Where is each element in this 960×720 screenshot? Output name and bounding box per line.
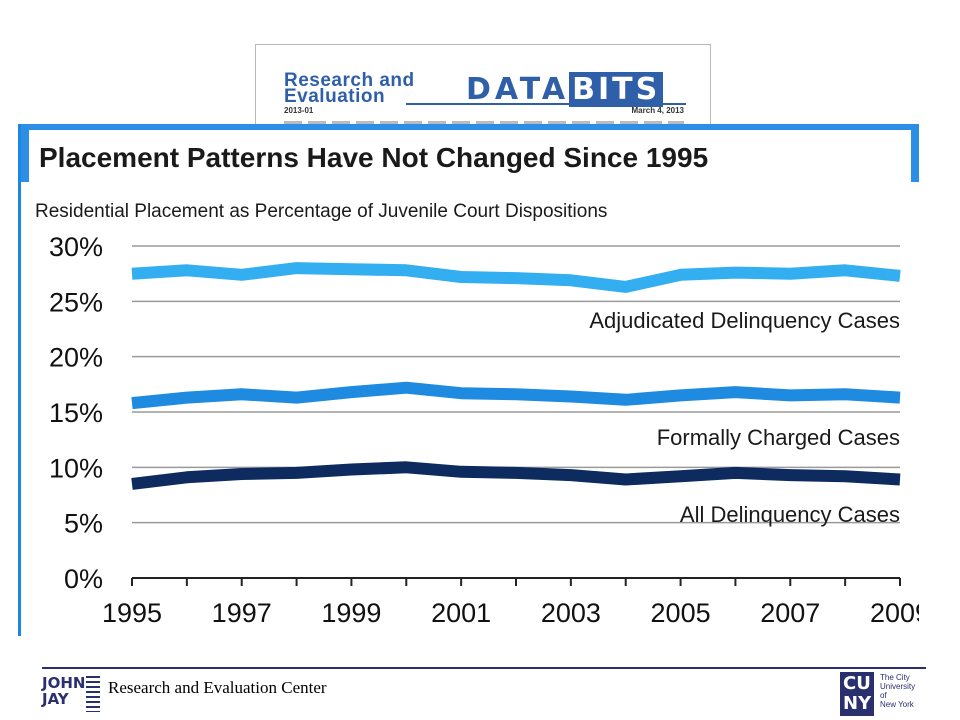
x-tick-label-1995: 1995 <box>102 598 162 628</box>
y-tick-label-10: 10% <box>49 453 103 483</box>
jj-logo-line1: JOHN <box>42 674 86 692</box>
y-tick-label-20: 20% <box>49 343 103 373</box>
databits-date: March 4, 2013 <box>631 106 684 115</box>
databits-title-line1: Research and <box>284 70 415 91</box>
databits-logo: DATA BITS <box>466 72 664 107</box>
series-label-1: Formally Charged Cases <box>657 425 900 450</box>
series-lines <box>131 262 901 490</box>
cuny-word-2: University <box>880 682 916 691</box>
cuny-logo: CU NY The City University of New York <box>840 672 930 716</box>
gridlines <box>132 245 900 524</box>
series-line-2 <box>131 461 901 490</box>
x-tick-label-2009: 2009 <box>870 598 919 628</box>
y-tick-label-30: 30% <box>49 232 103 262</box>
title-banner: Placement Patterns Have Not Changed Sinc… <box>21 124 919 184</box>
series-line-1 <box>131 381 901 410</box>
cuny-mark-line1: CU <box>843 673 871 694</box>
x-tick-label-2007: 2007 <box>760 598 820 628</box>
axes <box>131 577 901 586</box>
john-jay-logo: JOHN JAY <box>42 674 100 714</box>
x-tick-label-1999: 1999 <box>321 598 381 628</box>
series-label-2: All Delinquency Cases <box>680 502 900 527</box>
y-tick-label-25: 25% <box>49 287 103 317</box>
series-labels: Adjudicated Delinquency Cases Formally Ch… <box>589 308 900 527</box>
cuny-word-1: The City <box>880 673 910 682</box>
x-tick-label-2003: 2003 <box>541 598 601 628</box>
y-tick-label-15: 15% <box>49 398 103 428</box>
databits-fineprint <box>284 121 684 124</box>
x-tick-label-2001: 2001 <box>431 598 491 628</box>
x-tick-label-1997: 1997 <box>212 598 272 628</box>
cuny-word-4: New York <box>880 700 914 709</box>
y-tick-label-5: 5% <box>64 509 103 539</box>
footer-org-name: Research and Evaluation Center <box>108 678 327 697</box>
cuny-mark-line2: NY <box>843 693 872 714</box>
databits-logo-data: DATA <box>466 72 570 107</box>
x-tick-label-2005: 2005 <box>651 598 711 628</box>
databits-title-line2: Evaluation <box>284 86 386 107</box>
y-tick-label-0: 0% <box>64 564 103 594</box>
series-line-0 <box>131 262 901 293</box>
line-chart: Residential Placement as Percentage of J… <box>35 201 919 628</box>
databits-logo-bits: BITS <box>569 72 664 107</box>
cuny-wordmark: The City University of New York <box>880 673 932 709</box>
footer-divider <box>42 667 926 669</box>
series-label-0: Adjudicated Delinquency Cases <box>589 308 900 333</box>
chart-slide: Placement Patterns Have Not Changed Sinc… <box>18 124 919 636</box>
x-tick-labels: 1995 1997 1999 2001 2003 2005 2007 2009 <box>102 598 919 628</box>
slide-title: Placement Patterns Have Not Changed Sinc… <box>39 142 709 173</box>
jj-logo-line2: JAY <box>42 690 69 708</box>
databits-header-card: Research and Evaluation DATA BITS 2013-01… <box>255 44 711 134</box>
chart-subtitle: Residential Placement as Percentage of J… <box>35 201 607 222</box>
cuny-word-3: of <box>880 691 887 700</box>
y-tick-labels: 0% 5% 10% 15% 20% 25% 30% <box>49 232 103 594</box>
title-banner-inner: Placement Patterns Have Not Changed Sinc… <box>29 130 911 184</box>
databits-rule <box>406 103 686 105</box>
jj-logo-stripes <box>86 676 100 712</box>
cuny-mark: CU NY <box>840 672 874 716</box>
databits-number: 2013-01 <box>284 106 314 115</box>
